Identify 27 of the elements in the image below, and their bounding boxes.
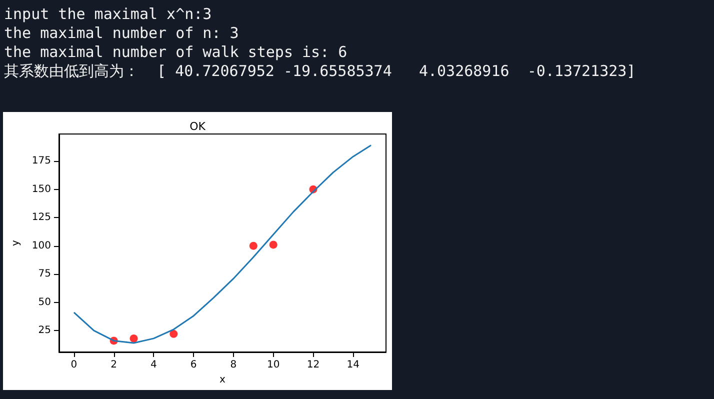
line-series: [73, 144, 372, 344]
y-tick-label: 100: [32, 240, 51, 252]
y-tick-label: 150: [32, 184, 51, 195]
x-tick-label: 8: [230, 360, 237, 370]
x-tick-label: 0: [70, 360, 78, 370]
x-tick-label: 6: [190, 360, 197, 370]
x-tick-label: 2: [110, 360, 118, 370]
text: 其系数由低到高为： [ 40.72067952 -19.65585374 4.03268916 -0.13721323]: [4, 62, 636, 81]
x-axis-title: x: [220, 374, 226, 386]
point: [269, 240, 278, 249]
y-tick-label: 125: [32, 212, 51, 224]
text: input the maximal x^n:3: [4, 5, 213, 24]
y-tick-label: 175: [32, 156, 51, 167]
chart-title: OK: [190, 120, 206, 133]
y-tick-label: 50: [38, 296, 51, 308]
x-tick-label: 14: [346, 360, 360, 370]
point: [130, 334, 138, 342]
x-tick-label: 10: [266, 360, 280, 370]
x-tick-label: 12: [306, 360, 320, 370]
text: the maximal number of walk steps is: 6: [4, 43, 348, 62]
point: [170, 330, 178, 338]
y-axis-title: y: [10, 240, 22, 246]
point: [249, 242, 258, 250]
y-tick-label: 25: [38, 325, 51, 336]
x-tick-label: 4: [150, 360, 157, 370]
text: the maximal number of n: 3: [4, 24, 240, 43]
y-tick-label: 75: [38, 268, 51, 280]
